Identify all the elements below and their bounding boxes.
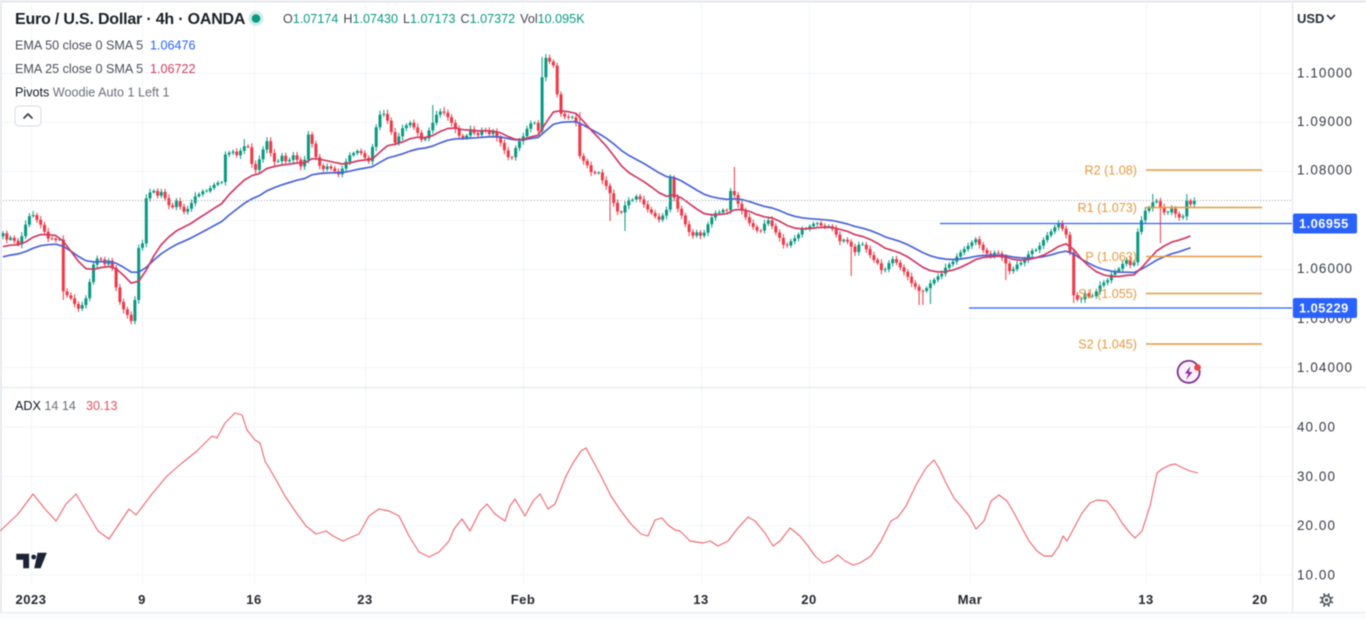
svg-text:13: 13	[1138, 592, 1153, 607]
svg-text:1.10000: 1.10000	[1297, 66, 1353, 81]
svg-text:9: 9	[138, 592, 146, 607]
svg-text:1.06476: 1.06476	[150, 39, 196, 53]
svg-text:R2 (1.08): R2 (1.08)	[1085, 163, 1138, 177]
svg-text:20: 20	[1252, 592, 1267, 607]
svg-text:1.06722: 1.06722	[150, 62, 196, 76]
svg-text:10.00: 10.00	[1297, 568, 1336, 583]
svg-text:30.13: 30.13	[86, 399, 118, 413]
svg-text:Feb: Feb	[511, 592, 536, 607]
svg-text:13: 13	[693, 592, 708, 607]
svg-text:EMA 50 close 0 SMA 5: EMA 50 close 0 SMA 5	[15, 39, 143, 53]
svg-text:23: 23	[357, 592, 372, 607]
svg-text:1.06000: 1.06000	[1297, 261, 1353, 276]
svg-text:S1 (1.055): S1 (1.055)	[1078, 287, 1137, 301]
svg-text:30.00: 30.00	[1297, 469, 1336, 484]
svg-text:16: 16	[246, 592, 261, 607]
svg-text:1.05229: 1.05229	[1299, 301, 1349, 316]
svg-text:2023: 2023	[16, 592, 47, 607]
svg-text:Mar: Mar	[958, 592, 983, 607]
svg-text:20.00: 20.00	[1297, 518, 1336, 533]
svg-text:40.00: 40.00	[1297, 420, 1336, 435]
svg-text:1.08000: 1.08000	[1297, 163, 1353, 178]
svg-text:1.06955: 1.06955	[1299, 216, 1349, 231]
svg-text:EMA 25 close 0 SMA 5: EMA 25 close 0 SMA 5	[15, 62, 143, 76]
svg-text:S2 (1.045): S2 (1.045)	[1078, 337, 1137, 351]
svg-text:20: 20	[801, 592, 816, 607]
svg-text:ADX 14 14: ADX 14 14	[15, 399, 76, 413]
svg-text:1.09000: 1.09000	[1297, 114, 1353, 129]
svg-text:1.04000: 1.04000	[1297, 360, 1353, 375]
svg-text:Euro / U.S. Dollar · 4h · OAND: Euro / U.S. Dollar · 4h · OANDA	[15, 11, 246, 28]
svg-text:USD: USD	[1297, 11, 1324, 26]
svg-text:Pivots Woodie Auto 1 Left 1: Pivots Woodie Auto 1 Left 1	[15, 86, 170, 100]
svg-text:R1 (1.073): R1 (1.073)	[1077, 201, 1137, 215]
svg-text:P (1.063): P (1.063)	[1085, 250, 1137, 264]
